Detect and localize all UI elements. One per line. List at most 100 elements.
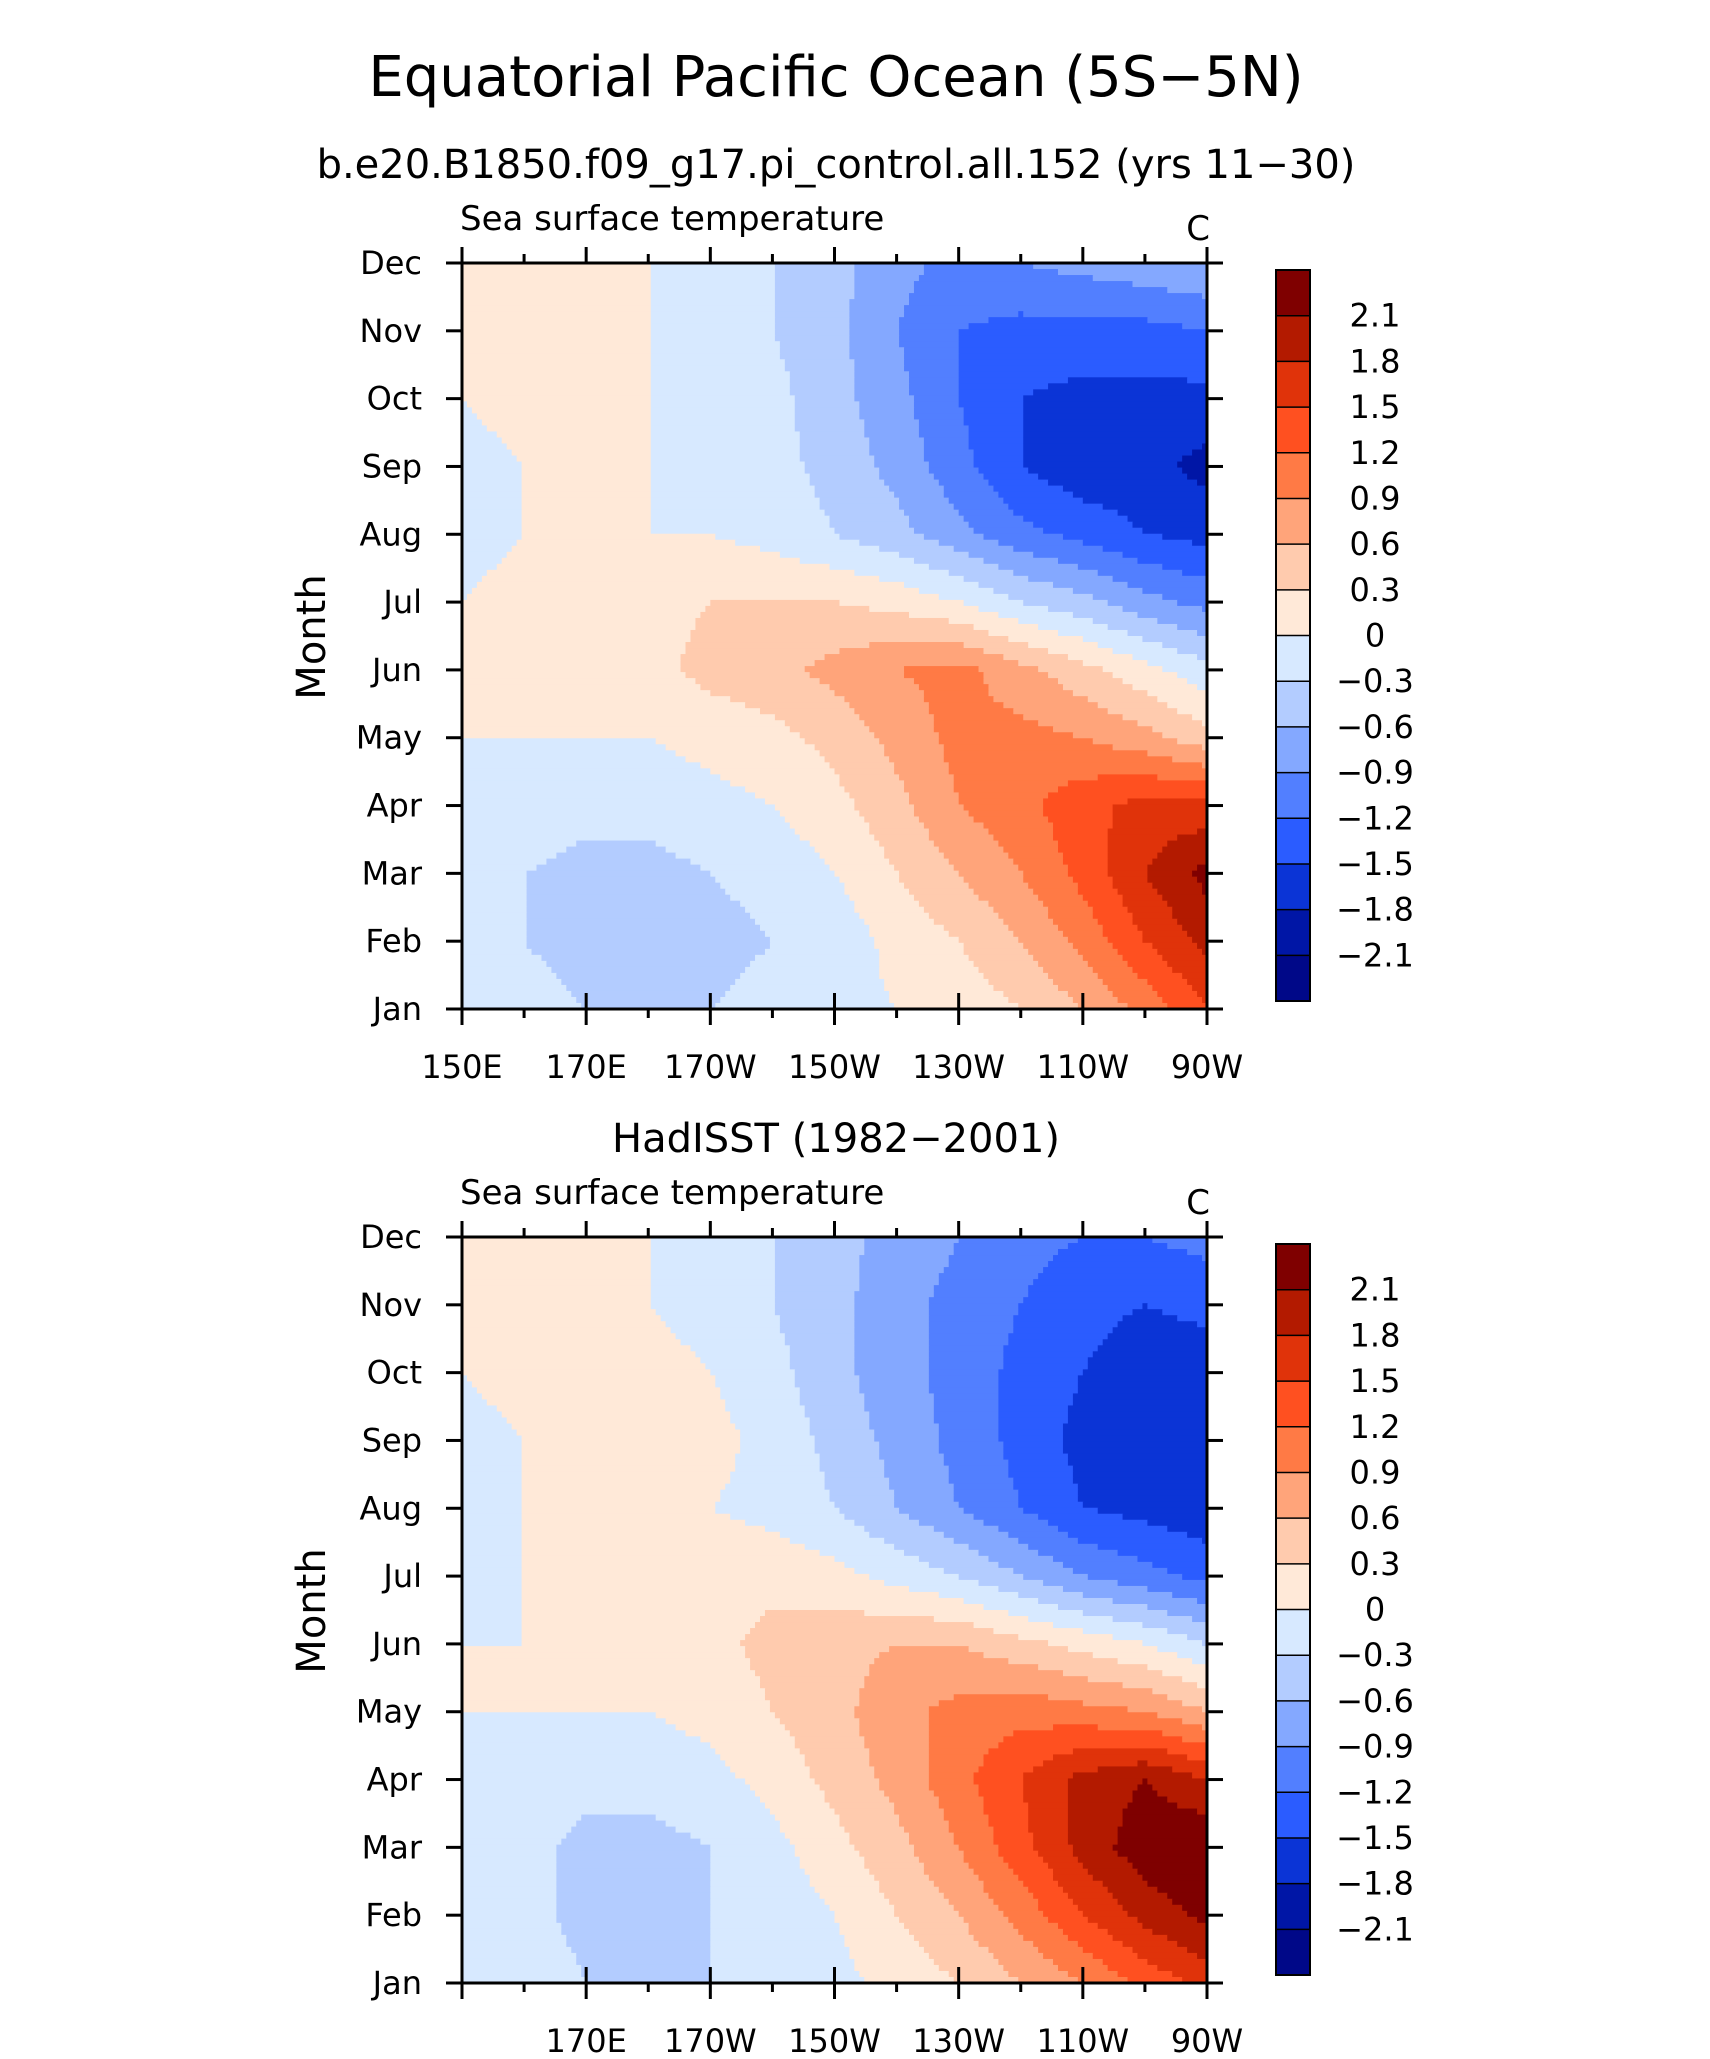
contour-cell xyxy=(665,1718,781,1725)
contour-cell xyxy=(462,1543,523,1551)
contour-cell xyxy=(710,1742,796,1749)
contour-cell xyxy=(1197,990,1208,998)
contour-cell xyxy=(869,726,935,733)
contour-cell xyxy=(665,744,816,751)
contour-cell xyxy=(462,413,478,421)
contour-cell xyxy=(928,1339,1009,1346)
contour-cell xyxy=(948,1255,1054,1262)
contour-cell xyxy=(938,1802,985,1810)
contour-cell xyxy=(1097,774,1158,781)
contour-cell xyxy=(1062,1561,1153,1569)
contour-cell xyxy=(1008,924,1059,932)
contour-cell xyxy=(859,1730,930,1737)
contour-cell xyxy=(913,401,960,408)
contour-cell xyxy=(462,756,687,763)
contour-cell xyxy=(710,1874,811,1882)
contour-cell xyxy=(650,335,776,342)
panel-obs-contour-field xyxy=(462,1237,1208,1984)
contour-cell xyxy=(784,1339,855,1346)
contour-cell xyxy=(481,419,652,427)
contour-cell xyxy=(933,1393,999,1401)
contour-cell xyxy=(884,846,940,854)
contour-cell xyxy=(774,1273,860,1280)
contour-cell xyxy=(874,732,940,739)
contour-cell xyxy=(874,1772,930,1780)
contour-cell xyxy=(998,1405,1069,1413)
contour-cell xyxy=(462,1934,567,1942)
contour-cell xyxy=(938,539,999,547)
contour-cell xyxy=(462,533,523,541)
contour-cell xyxy=(1157,1964,1208,1972)
contour-cell xyxy=(471,407,652,415)
contour-cell xyxy=(462,1904,557,1912)
contour-cell xyxy=(1097,1345,1208,1352)
contour-cell xyxy=(1127,1910,1188,1918)
contour-cell xyxy=(988,1814,1029,1822)
contour-cell xyxy=(462,1309,657,1316)
contour-cell xyxy=(1112,816,1208,824)
contour-cell xyxy=(1197,479,1208,487)
contour-cell xyxy=(462,545,513,553)
contour-cell xyxy=(983,648,1049,655)
contour-cell xyxy=(462,1453,523,1461)
contour-cell xyxy=(1112,1327,1208,1334)
contour-cell xyxy=(1018,1591,1084,1599)
contour-cell xyxy=(462,1898,557,1906)
contour-cell xyxy=(1053,1868,1089,1876)
contour-cell xyxy=(809,1880,880,1888)
contour-cell xyxy=(650,1291,776,1298)
contour-cell xyxy=(988,1555,1054,1563)
contour-cell xyxy=(486,425,652,433)
contour-cell xyxy=(526,936,771,944)
contour-cell xyxy=(462,401,468,408)
contour-cell xyxy=(973,1622,1054,1629)
contour-cell xyxy=(462,1868,557,1876)
contour-cell xyxy=(864,1676,1089,1683)
contour-cell xyxy=(1003,1453,1069,1461)
contour-cell xyxy=(909,521,970,529)
contour-cell xyxy=(899,497,950,505)
contour-cell xyxy=(869,1664,1039,1671)
contour-cell xyxy=(462,666,682,673)
contour-cell xyxy=(1053,1622,1144,1629)
contour-cell xyxy=(1112,990,1158,998)
contour-cell xyxy=(928,1297,1024,1304)
contour-cell xyxy=(958,792,1049,800)
contour-cell xyxy=(700,684,831,691)
contour-cell xyxy=(462,660,682,667)
contour-cell xyxy=(814,485,890,493)
contour-cell xyxy=(1107,936,1144,944)
contour-cell xyxy=(521,1471,731,1479)
contour-cell xyxy=(1132,281,1208,288)
contour-cell xyxy=(1147,1603,1208,1611)
contour-cell xyxy=(894,1808,945,1816)
contour-cell xyxy=(993,485,1064,493)
contour-cell xyxy=(1172,1898,1208,1906)
contour-cell xyxy=(521,473,652,481)
contour-cell xyxy=(1023,443,1203,451)
contour-cell xyxy=(462,383,652,390)
contour-cell xyxy=(978,467,1029,475)
contour-cell xyxy=(1107,599,1178,607)
contour-cell xyxy=(904,305,1208,312)
x-tick-label: 170E xyxy=(546,1048,627,1086)
contour-cell xyxy=(814,660,1019,667)
contour-cell xyxy=(462,1357,701,1364)
contour-cell xyxy=(705,1363,791,1370)
contour-cell xyxy=(1092,906,1129,914)
contour-cell xyxy=(889,1898,950,1906)
contour-cell xyxy=(1018,660,1084,667)
contour-cell xyxy=(1013,1483,1079,1491)
contour-cell xyxy=(1147,1664,1208,1671)
contour-cell xyxy=(462,918,528,926)
contour-cell xyxy=(1122,894,1163,902)
contour-cell xyxy=(943,1459,1009,1467)
contour-cell xyxy=(1107,846,1163,854)
contour-cell xyxy=(1058,1525,1168,1533)
contour-cell xyxy=(1102,503,1208,511)
colorbar-swatch xyxy=(1276,818,1310,865)
contour-cell xyxy=(462,834,801,842)
contour-cell xyxy=(983,822,1054,830)
contour-cell xyxy=(913,894,980,902)
contour-cell xyxy=(462,870,528,878)
